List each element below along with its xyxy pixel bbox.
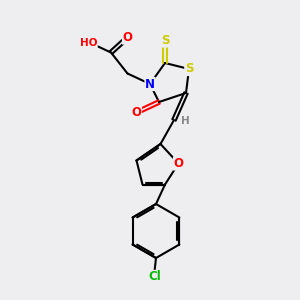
Text: HO: HO [80,38,97,49]
Text: S: S [161,34,169,47]
Text: O: O [131,106,142,119]
Text: S: S [185,62,193,76]
Text: H: H [181,116,190,127]
Text: Cl: Cl [148,270,161,284]
Text: N: N [145,77,155,91]
Text: O: O [122,31,133,44]
Text: O: O [173,157,184,170]
